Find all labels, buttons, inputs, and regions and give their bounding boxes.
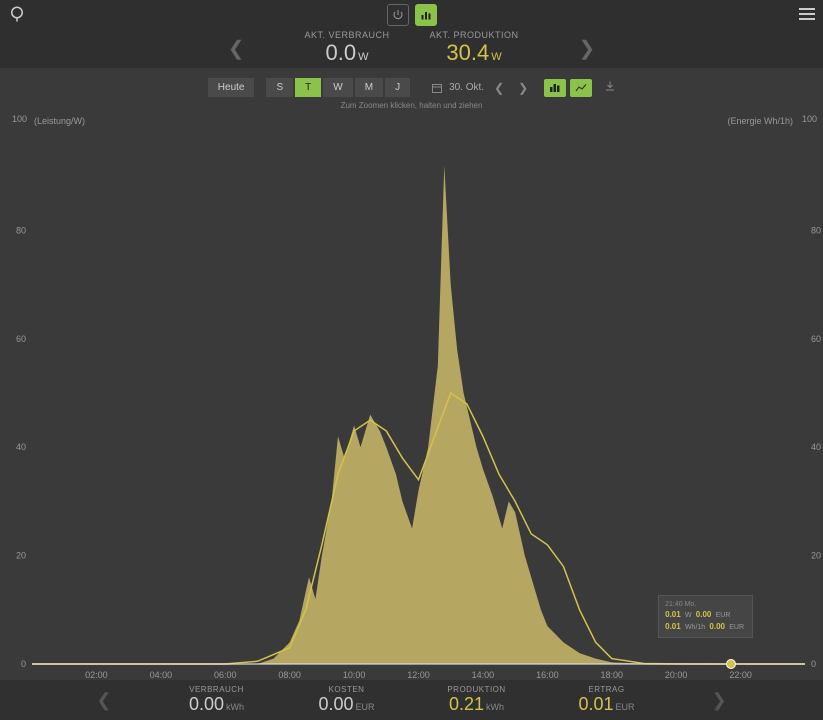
footer-yield: ERTRAG 0.01EUR <box>562 685 652 715</box>
footer-cost-value: 0.00 <box>318 694 353 714</box>
calendar-icon <box>431 82 443 94</box>
tooltip-power-eur-unit: EUR <box>716 612 731 619</box>
chart-mode-button[interactable] <box>415 4 437 26</box>
footer-production-value: 0.21 <box>449 694 484 714</box>
range-button-t[interactable]: T <box>295 78 321 97</box>
svg-text:20: 20 <box>811 551 821 561</box>
range-button-j[interactable]: J <box>385 78 410 97</box>
svg-text:06:00: 06:00 <box>214 670 237 680</box>
range-controls: Heute STWMJ 30. Okt. ❮ ❯ <box>0 78 823 97</box>
menu-button[interactable] <box>799 5 815 23</box>
current-production: AKT. PRODUKTION 30.4W <box>430 30 519 66</box>
footer-yield-value: 0.01 <box>578 694 613 714</box>
svg-text:08:00: 08:00 <box>278 670 301 680</box>
chart-cursor-handle[interactable] <box>726 659 736 669</box>
current-date: 30. Okt. <box>449 82 484 93</box>
zoom-hint: Zum Zoomen klicken, halten und ziehen <box>0 101 823 110</box>
tooltip-energy-val: 0.01 <box>665 622 681 631</box>
current-consumption: AKT. VERBRAUCH 0.0W <box>304 30 389 66</box>
logo-icon <box>8 5 26 23</box>
date-prev-button[interactable]: ❮ <box>490 81 508 95</box>
range-button-w[interactable]: W <box>323 78 352 97</box>
header-stats: ❮ AKT. VERBRAUCH 0.0W AKT. PRODUKTION 30… <box>0 28 823 68</box>
consumption-label: AKT. VERBRAUCH <box>304 30 389 40</box>
footer-prev-button[interactable]: ❮ <box>76 690 131 711</box>
today-button[interactable]: Heute <box>208 78 255 97</box>
svg-text:40: 40 <box>811 442 821 452</box>
footer-production-unit: kWh <box>486 702 504 712</box>
svg-text:14:00: 14:00 <box>472 670 495 680</box>
footer-production-label: PRODUKTION <box>432 685 522 694</box>
footer-cost-label: KOSTEN <box>302 685 392 694</box>
svg-text:12:00: 12:00 <box>407 670 430 680</box>
tooltip-time: 21:40 Mo. <box>665 600 746 610</box>
view-bars-button[interactable] <box>544 79 566 97</box>
svg-text:60: 60 <box>16 334 26 344</box>
svg-text:60: 60 <box>811 334 821 344</box>
svg-text:0: 0 <box>21 659 26 669</box>
chart-tooltip: 21:40 Mo. 0.01 W 0.00 EUR 0.01 Wh/1h 0.0… <box>658 595 753 638</box>
svg-text:80: 80 <box>16 225 26 235</box>
footer-consumption-unit: kWh <box>226 702 244 712</box>
svg-text:04:00: 04:00 <box>150 670 173 680</box>
svg-text:02:00: 02:00 <box>85 670 108 680</box>
production-value: 30.4 <box>446 40 489 65</box>
power-mode-button[interactable] <box>387 4 409 26</box>
footer-stats: ❮ VERBRAUCH 0.00kWh KOSTEN 0.00EUR PRODU… <box>0 680 823 720</box>
tooltip-power-unit: W <box>685 612 692 619</box>
tooltip-energy-eur: 0.00 <box>709 622 725 631</box>
footer-consumption: VERBRAUCH 0.00kWh <box>172 685 262 715</box>
svg-text:10:00: 10:00 <box>343 670 366 680</box>
topbar <box>0 0 823 28</box>
consumption-unit: W <box>358 51 368 63</box>
svg-text:22:00: 22:00 <box>729 670 752 680</box>
range-button-m[interactable]: M <box>355 78 383 97</box>
view-line-button[interactable] <box>570 79 592 97</box>
tooltip-energy-eur-unit: EUR <box>729 624 744 631</box>
footer-consumption-value: 0.00 <box>189 694 224 714</box>
footer-yield-label: ERTRAG <box>562 685 652 694</box>
svg-text:16:00: 16:00 <box>536 670 559 680</box>
footer-cost-unit: EUR <box>356 702 375 712</box>
footer-yield-unit: EUR <box>616 702 635 712</box>
download-button[interactable] <box>604 80 616 95</box>
header-next-button[interactable]: ❯ <box>559 36 616 61</box>
footer-production: PRODUKTION 0.21kWh <box>432 685 522 715</box>
svg-text:20: 20 <box>16 551 26 561</box>
range-button-s[interactable]: S <box>266 78 293 97</box>
tooltip-power-eur: 0.00 <box>696 610 712 619</box>
consumption-value: 0.0 <box>325 40 356 65</box>
footer-next-button[interactable]: ❯ <box>692 690 747 711</box>
svg-text:20:00: 20:00 <box>665 670 688 680</box>
tooltip-energy-unit: Wh/1h <box>685 624 705 631</box>
svg-text:80: 80 <box>811 225 821 235</box>
svg-text:40: 40 <box>16 442 26 452</box>
date-next-button[interactable]: ❯ <box>514 81 532 95</box>
header-prev-button[interactable]: ❮ <box>208 36 265 61</box>
svg-text:18:00: 18:00 <box>600 670 623 680</box>
chart-area[interactable]: 100 (Leistung/W) (Energie Wh/1h) 100 002… <box>0 114 823 682</box>
production-label: AKT. PRODUKTION <box>430 30 519 40</box>
production-unit: W <box>491 51 501 63</box>
svg-text:0: 0 <box>811 659 816 669</box>
footer-consumption-label: VERBRAUCH <box>172 685 262 694</box>
footer-cost: KOSTEN 0.00EUR <box>302 685 392 715</box>
tooltip-power-val: 0.01 <box>665 610 681 619</box>
